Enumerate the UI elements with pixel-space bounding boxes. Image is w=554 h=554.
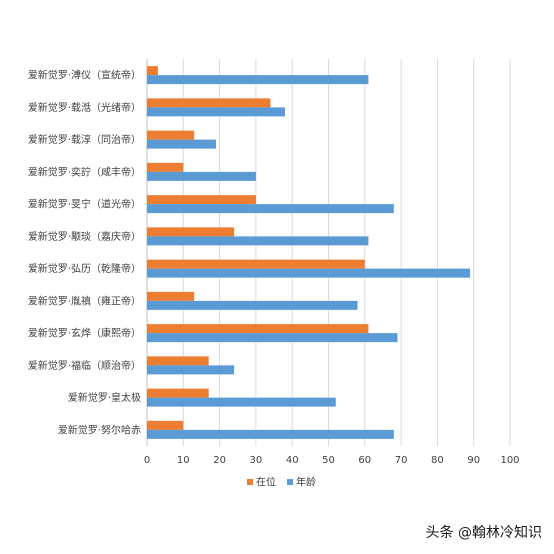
bar-reign (147, 420, 184, 430)
bar-reign (147, 195, 256, 205)
bar-reign (147, 259, 365, 269)
x-tick-label: 30 (250, 455, 263, 466)
bar-age (147, 204, 394, 214)
legend-swatch (247, 479, 253, 485)
bar-reign (147, 66, 158, 76)
bar-age (147, 75, 369, 85)
bar-age (147, 333, 398, 343)
bar-reign (147, 227, 235, 237)
category-labels: 爱新觉罗·溥仪（宣统帝） 爱新觉罗·载湉（光绪帝） 爱新觉罗·载淳（同治帝） 爱新觉罗… (28, 69, 141, 437)
x-tick-label: 80 (431, 455, 444, 466)
x-tick-label: 70 (395, 455, 408, 466)
bar-reign (147, 130, 195, 140)
bar-age (147, 139, 216, 149)
bar-reign (147, 356, 209, 366)
bar-reign (147, 324, 369, 334)
bar-age (147, 171, 256, 181)
category-label: 爱新觉罗·胤禛（雍正帝） (28, 294, 141, 307)
bars (147, 66, 471, 439)
bar-age (147, 236, 369, 246)
category-label: 爱新觉罗·载淳（同治帝） (28, 133, 141, 146)
x-tick-label: 40 (286, 455, 299, 466)
category-label: 爱新觉罗·旻宁（道光帝） (28, 198, 141, 211)
category-label: 爱新觉罗·溥仪（宣统帝） (28, 69, 141, 82)
bar-age (147, 300, 358, 310)
category-label: 爱新觉罗·玄烨（康熙帝） (28, 327, 141, 340)
legend-entry: 年龄 (296, 476, 316, 489)
bar-age (147, 365, 235, 375)
category-label: 爱新觉罗·福临（顺治帝） (28, 359, 141, 372)
legend-entry: 在位 (256, 476, 276, 489)
legend-swatch (287, 479, 293, 485)
bar-reign (147, 98, 271, 108)
x-tick-label: 20 (213, 455, 226, 466)
x-axis-tick-labels: 0 10 20 30 40 50 60 70 80 90 100 (144, 455, 520, 466)
category-label: 爱新觉罗·弘历（乾隆帝） (28, 262, 141, 275)
category-label: 爱新觉罗·奕詝（咸丰帝） (28, 165, 141, 178)
category-label: 爱新觉罗·皇太极 (68, 391, 141, 404)
x-tick-label: 100 (500, 455, 519, 466)
bar-age (147, 429, 394, 439)
x-tick-label: 50 (322, 455, 335, 466)
bar-age (147, 107, 285, 117)
category-label: 爱新觉罗·努尔哈赤 (58, 423, 141, 436)
gridlines (146, 59, 511, 446)
x-tick-label: 90 (467, 455, 480, 466)
x-tick-label: 60 (358, 455, 371, 466)
legend: 在位 年龄 (247, 476, 316, 489)
bar-age (147, 397, 336, 407)
bar-reign (147, 162, 184, 172)
x-tick-label: 10 (177, 455, 190, 466)
watermark: 头条 @翰林冷知识 (425, 525, 542, 541)
category-label: 爱新觉罗·颙琰（嘉庆帝） (28, 230, 141, 243)
bar-reign (147, 291, 195, 301)
category-label: 爱新觉罗·载湉（光绪帝） (28, 101, 141, 114)
x-tick-label: 0 (144, 455, 150, 466)
bar-age (147, 268, 471, 278)
bar-reign (147, 388, 209, 398)
